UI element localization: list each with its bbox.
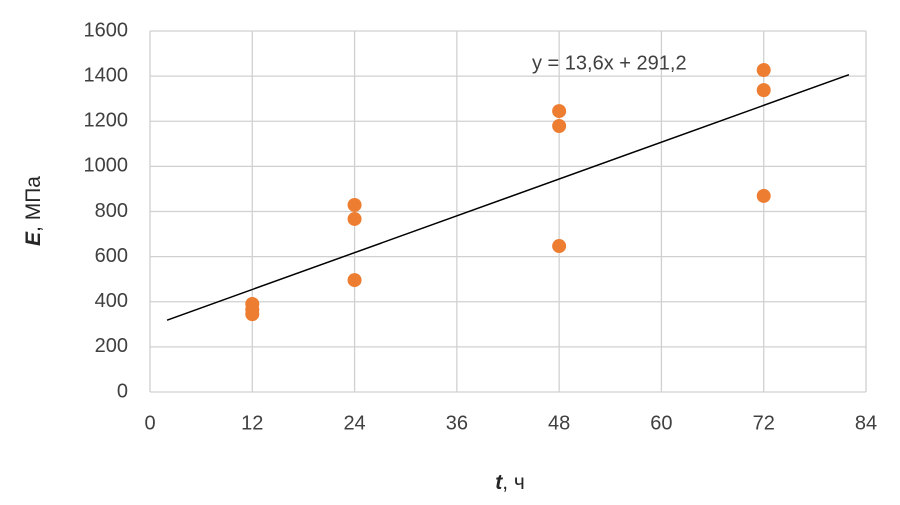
x-tick-label: 12 <box>241 412 263 434</box>
point <box>347 197 362 212</box>
point <box>347 211 362 226</box>
x-unit: , ч <box>502 471 525 494</box>
x-symbol: t <box>495 471 503 494</box>
trendline-label: y = 13,6x + 291,2 <box>532 52 687 74</box>
x-tick-label: 0 <box>144 412 155 434</box>
y-tick-label: 800 <box>95 200 128 222</box>
point <box>347 273 362 288</box>
y-tick-label: 200 <box>95 335 128 357</box>
y-tick-label: 1200 <box>84 110 129 132</box>
point <box>756 63 771 78</box>
y-symbol: E <box>22 231 45 246</box>
x-tick-label: 60 <box>650 412 672 434</box>
x-tick-label: 84 <box>855 412 877 434</box>
y-axis-label: E, МПа <box>22 176 45 246</box>
x-tick-label: 48 <box>548 412 570 434</box>
point <box>245 307 260 322</box>
y-tick-label: 0 <box>117 380 128 402</box>
y-tick-label: 1000 <box>84 155 129 177</box>
point <box>552 118 567 133</box>
trendline <box>166 73 850 321</box>
y-unit: , МПа <box>22 176 45 232</box>
x-tick-label: 24 <box>343 412 365 434</box>
x-axis-label: t, ч <box>495 471 525 494</box>
x-tick-label: 36 <box>446 412 468 434</box>
point <box>756 188 771 203</box>
y-tick-label: 1400 <box>84 64 129 86</box>
y-tick-label: 400 <box>95 290 128 312</box>
point <box>552 239 567 254</box>
y-tick-label: 600 <box>95 245 128 267</box>
point <box>552 104 567 119</box>
point <box>756 83 771 98</box>
x-tick-label: 72 <box>753 412 775 434</box>
y-tick-label: 1600 <box>84 19 129 41</box>
